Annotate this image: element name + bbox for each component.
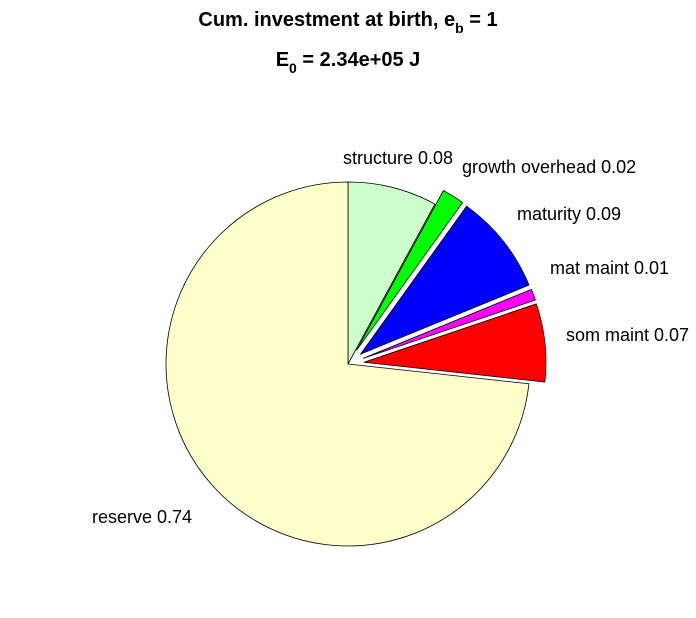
- pie-label-growth-overhead: growth overhead 0.02: [462, 157, 636, 177]
- title-line2-tail: = 2.34e+05 J: [297, 49, 420, 71]
- pie-slices: [165, 181, 547, 547]
- pie-label-som-maint: som maint 0.07: [566, 325, 689, 345]
- title-line2-sub: 0: [289, 60, 297, 76]
- pie-slice-growth-overhead: [356, 189, 464, 351]
- pie-slice-maturity: [359, 205, 530, 355]
- pie-labels: structure 0.08 growth overhead 0.02 maturi…: [92, 148, 689, 527]
- pie-label-reserve: reserve 0.74: [92, 507, 192, 527]
- pie-label-structure: structure 0.08: [343, 148, 453, 168]
- chart-title-line1: Cum. investment at birth, eb = 1: [198, 9, 497, 36]
- chart-title-line2: E0 = 2.34e+05 J: [276, 49, 421, 76]
- pie-slice-mat-maint: [362, 288, 536, 359]
- title-line1-tail: = 1: [464, 9, 498, 31]
- pie-label-maturity: maturity 0.09: [517, 204, 621, 224]
- title-line1-sub: b: [455, 20, 464, 36]
- pie-slice-structure: [347, 181, 436, 365]
- pie-label-mat-maint: mat maint 0.01: [550, 258, 669, 278]
- pie-slice-reserve: [165, 181, 530, 547]
- title-line2-main: E: [276, 49, 289, 71]
- title-line1-main: Cum. investment at birth, e: [198, 9, 455, 31]
- pie-slice-som-maint: [363, 303, 547, 383]
